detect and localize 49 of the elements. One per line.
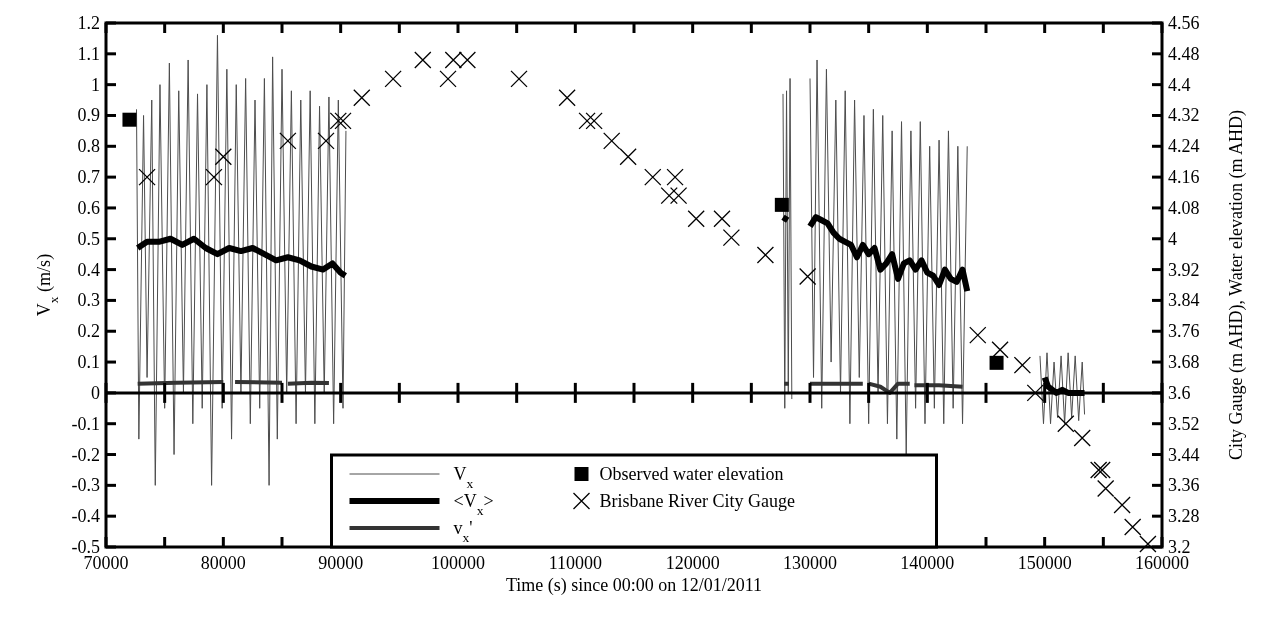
- y2-tick-label: 4: [1168, 228, 1177, 249]
- y-tick-label: 0.3: [77, 290, 100, 311]
- y-tick-label: 0.9: [77, 105, 100, 126]
- y2-tick-label: 3.52: [1168, 413, 1200, 434]
- y2-tick-label: 4.16: [1168, 167, 1200, 188]
- y2-tick-label: 4.4: [1168, 74, 1191, 95]
- y2-tick-label: 4.32: [1168, 105, 1200, 126]
- y2-tick-label: 3.84: [1168, 290, 1200, 311]
- y2-tick-label: 4.08: [1168, 197, 1200, 218]
- y-tick-label: -0.1: [71, 413, 100, 434]
- y-tick-label: 0.7: [77, 167, 100, 188]
- y-tick-label: 0.5: [77, 228, 100, 249]
- y2-tick-label: 3.92: [1168, 259, 1200, 280]
- y-tick-label: 0.6: [77, 197, 100, 218]
- y-tick-label: 1: [91, 74, 100, 95]
- x-tick-label: 130000: [783, 553, 837, 573]
- legend-label: v$_{x}$': [453, 518, 473, 545]
- y2-tick-label: 3.28: [1168, 506, 1200, 527]
- y-tick-label: -0.2: [71, 444, 100, 465]
- y-tick-label: 0.1: [77, 352, 100, 373]
- x-tick-label: 120000: [665, 553, 720, 573]
- y-tick-label: 0.2: [77, 321, 100, 342]
- x-tick-label: 110000: [548, 553, 603, 573]
- y-tick-label: 0.8: [77, 136, 100, 157]
- y2-tick-label: 3.68: [1168, 352, 1200, 373]
- x-tick-label: 150000: [1017, 553, 1072, 573]
- y-tick-label: -0.4: [71, 506, 100, 527]
- y2-tick-label: 3.44: [1168, 444, 1200, 465]
- y-tick-label: 0.4: [77, 259, 100, 280]
- x-axis-title: Time (s) since 00:00 on 12/01/2011: [505, 575, 763, 596]
- x-tick-label: 100000: [431, 553, 485, 573]
- legend-label: Observed water elevation: [599, 464, 784, 484]
- x-tick-label: 140000: [900, 553, 955, 573]
- legend-label: V$_{x}$: [453, 464, 474, 491]
- y2-tick-label: 3.76: [1168, 321, 1200, 342]
- y2-tick-label: 3.36: [1168, 475, 1200, 496]
- x-tick-label: 90000: [318, 553, 364, 573]
- y-tick-label: 0: [91, 382, 100, 403]
- x-tick-label: 80000: [200, 553, 246, 573]
- y-tick-label: 1.1: [77, 43, 100, 64]
- y2-tick-label: 4.48: [1168, 43, 1200, 64]
- y2-axis-title: City Gauge (m AHD), Water elevation (m AHD): [1226, 109, 1247, 461]
- y2-tick-label: 3.6: [1168, 382, 1191, 403]
- y-tick-label: 1.2: [77, 13, 100, 33]
- legend-label: <V$_{x}$>: [453, 491, 494, 518]
- legend-label: Brisbane River City Gauge: [599, 491, 795, 511]
- y2-tick-label: 4.56: [1168, 13, 1200, 33]
- y2-tick-label: 4.24: [1168, 136, 1200, 157]
- y-tick-label: -0.3: [71, 475, 100, 496]
